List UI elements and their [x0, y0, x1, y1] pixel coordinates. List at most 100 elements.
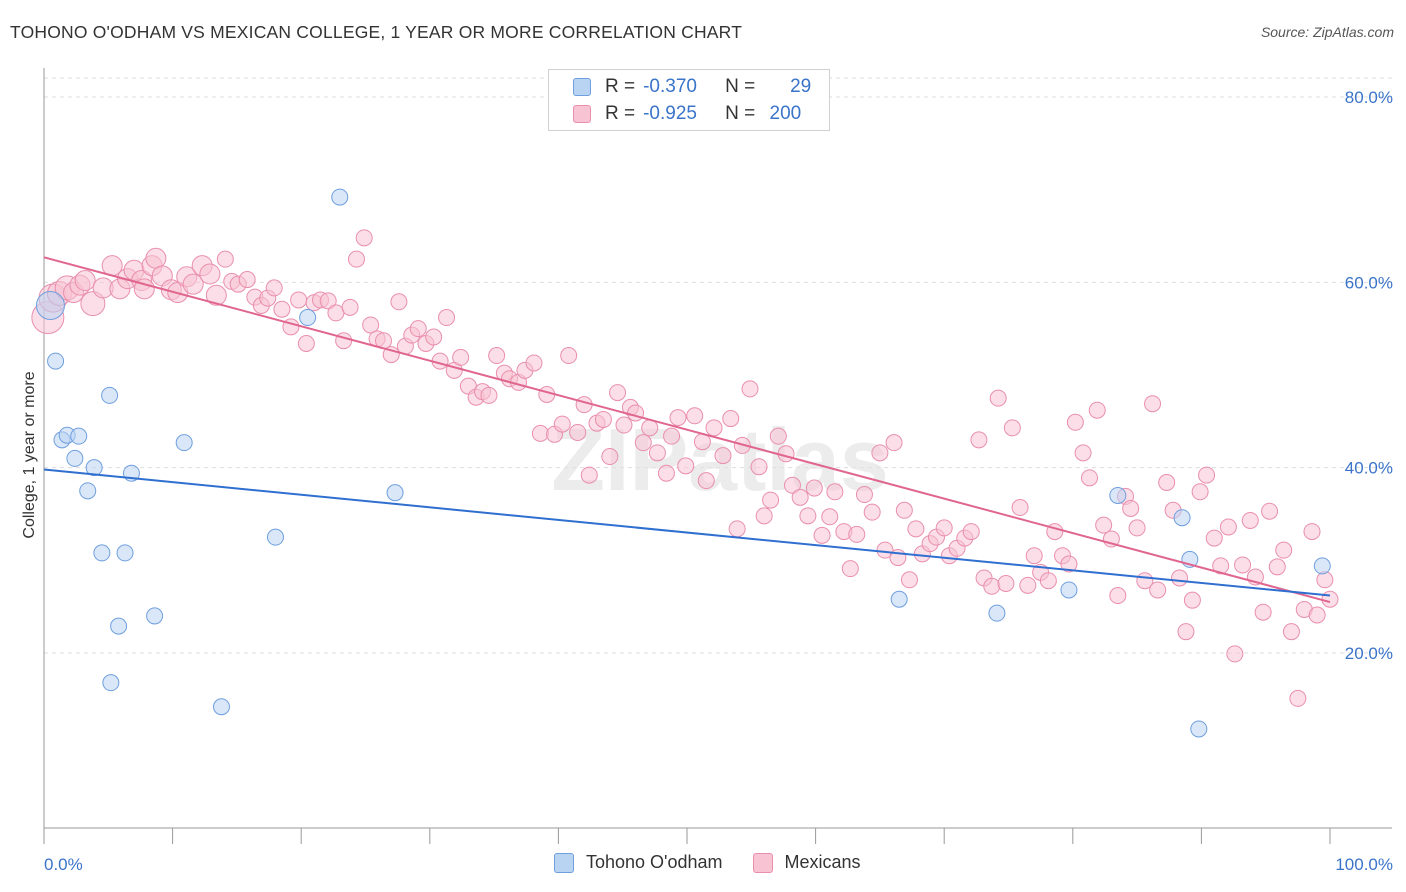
mexican-point [799, 507, 817, 525]
series-legend: Tohono O'odham Mexicans [554, 852, 891, 873]
mexican-point [1177, 623, 1195, 641]
mexican-point [1149, 581, 1167, 599]
mexican-point [1282, 623, 1300, 641]
mexican-point [1268, 558, 1286, 576]
mexican-point [341, 298, 359, 316]
mexican-point [983, 577, 1001, 595]
mexican-point [895, 501, 913, 519]
mexican-point [855, 486, 873, 504]
mexican-point [1198, 466, 1216, 484]
mexican-point [813, 526, 831, 544]
tohono-point [85, 459, 103, 477]
tohono-point [93, 544, 111, 562]
y-tick-label: 20.0% [1345, 644, 1393, 663]
mexican-point [722, 410, 740, 428]
tohono-swatch [554, 852, 574, 873]
mexican-point [1261, 502, 1279, 520]
tohono-point [1190, 720, 1208, 738]
mexican-point [1275, 541, 1293, 559]
mexican-point [355, 229, 373, 247]
mexican-point [319, 292, 337, 310]
tohono-point [102, 674, 120, 692]
mexican-point [863, 503, 881, 521]
mexican-point [1128, 519, 1146, 537]
mexican-point [1158, 473, 1176, 491]
mexican-point [615, 416, 633, 434]
mexican-point [438, 309, 456, 327]
mexican-point [1144, 395, 1162, 413]
tohono-point [1173, 509, 1191, 527]
tohono-point [266, 528, 284, 546]
mexican-point [741, 380, 759, 398]
legend-n-value: 29 [790, 76, 812, 97]
tohono-point [386, 484, 404, 502]
mexican-point [1234, 556, 1252, 574]
mexican-point [347, 250, 365, 268]
y-tick-label: 60.0% [1345, 273, 1393, 292]
mexican-point [1289, 689, 1307, 707]
y-tick-label: 80.0% [1345, 88, 1393, 107]
tohono-point [212, 698, 230, 716]
mexican-point [826, 483, 844, 501]
mexican-point [769, 427, 787, 445]
mexican-point [663, 427, 681, 445]
mexican-point [876, 541, 894, 559]
legend-item-mexicans: Mexicans [752, 852, 861, 873]
mexican-point [750, 458, 768, 476]
legend-row-mexicans: R = -0.925 N = 200 [573, 103, 801, 125]
legend-n-label: N = [725, 76, 756, 97]
mexican-point [575, 396, 593, 414]
tohono-point [299, 309, 317, 327]
mexicans-swatch [573, 105, 591, 123]
mexican-point [648, 444, 666, 462]
mexican-point [390, 293, 408, 311]
mexican-point [80, 291, 106, 317]
mexican-point [848, 525, 866, 543]
mexican-point [216, 250, 234, 268]
mexican-point [627, 404, 645, 422]
mexican-point [297, 334, 315, 352]
tohono-point [988, 604, 1006, 622]
mexican-point [783, 476, 801, 494]
mexican-point [488, 347, 506, 365]
source-credit: Source: ZipAtlas.com [1260, 24, 1394, 40]
tohono-point [47, 352, 65, 370]
mexican-point [74, 269, 96, 291]
mexican-point [762, 491, 780, 509]
mexican-point [705, 419, 723, 437]
mexican-point [265, 279, 283, 297]
mexican-point [238, 271, 256, 289]
chart-title: TOHONO O'ODHAM VS MEXICAN COLLEGE, 1 YEA… [10, 22, 743, 42]
mexican-point [452, 348, 470, 366]
mexican-point [935, 519, 953, 537]
mexican-trendline [43, 256, 1331, 603]
mexican-point [1212, 557, 1230, 575]
mexican-point [1066, 413, 1084, 431]
mexican-point [728, 520, 746, 538]
mexican-point [205, 284, 227, 306]
mexican-point [1039, 572, 1057, 590]
mexican-point [362, 316, 380, 334]
mexican-point [1254, 603, 1272, 621]
tohono-point [890, 590, 908, 608]
mexican-point [290, 291, 308, 309]
tohono-point [1060, 581, 1078, 599]
legend-label: Tohono O'odham [586, 852, 723, 872]
mexican-point [553, 415, 571, 433]
mexican-point [907, 520, 925, 538]
mexican-point [970, 431, 988, 449]
mexican-point [327, 304, 345, 322]
mexican-point [273, 300, 291, 318]
tohono-point [110, 617, 128, 635]
mexican-point [409, 320, 427, 338]
mexican-point [755, 507, 773, 525]
legend-r-label: R = [605, 76, 636, 97]
mexican-point [1303, 523, 1321, 541]
tohono-point [79, 482, 97, 500]
mexican-point [1081, 469, 1099, 487]
tohono-point [1109, 486, 1127, 504]
mexican-point [531, 424, 549, 442]
legend-item-tohono: Tohono O'odham [554, 852, 723, 873]
mexican-point [697, 472, 715, 490]
mexican-point [569, 423, 587, 441]
